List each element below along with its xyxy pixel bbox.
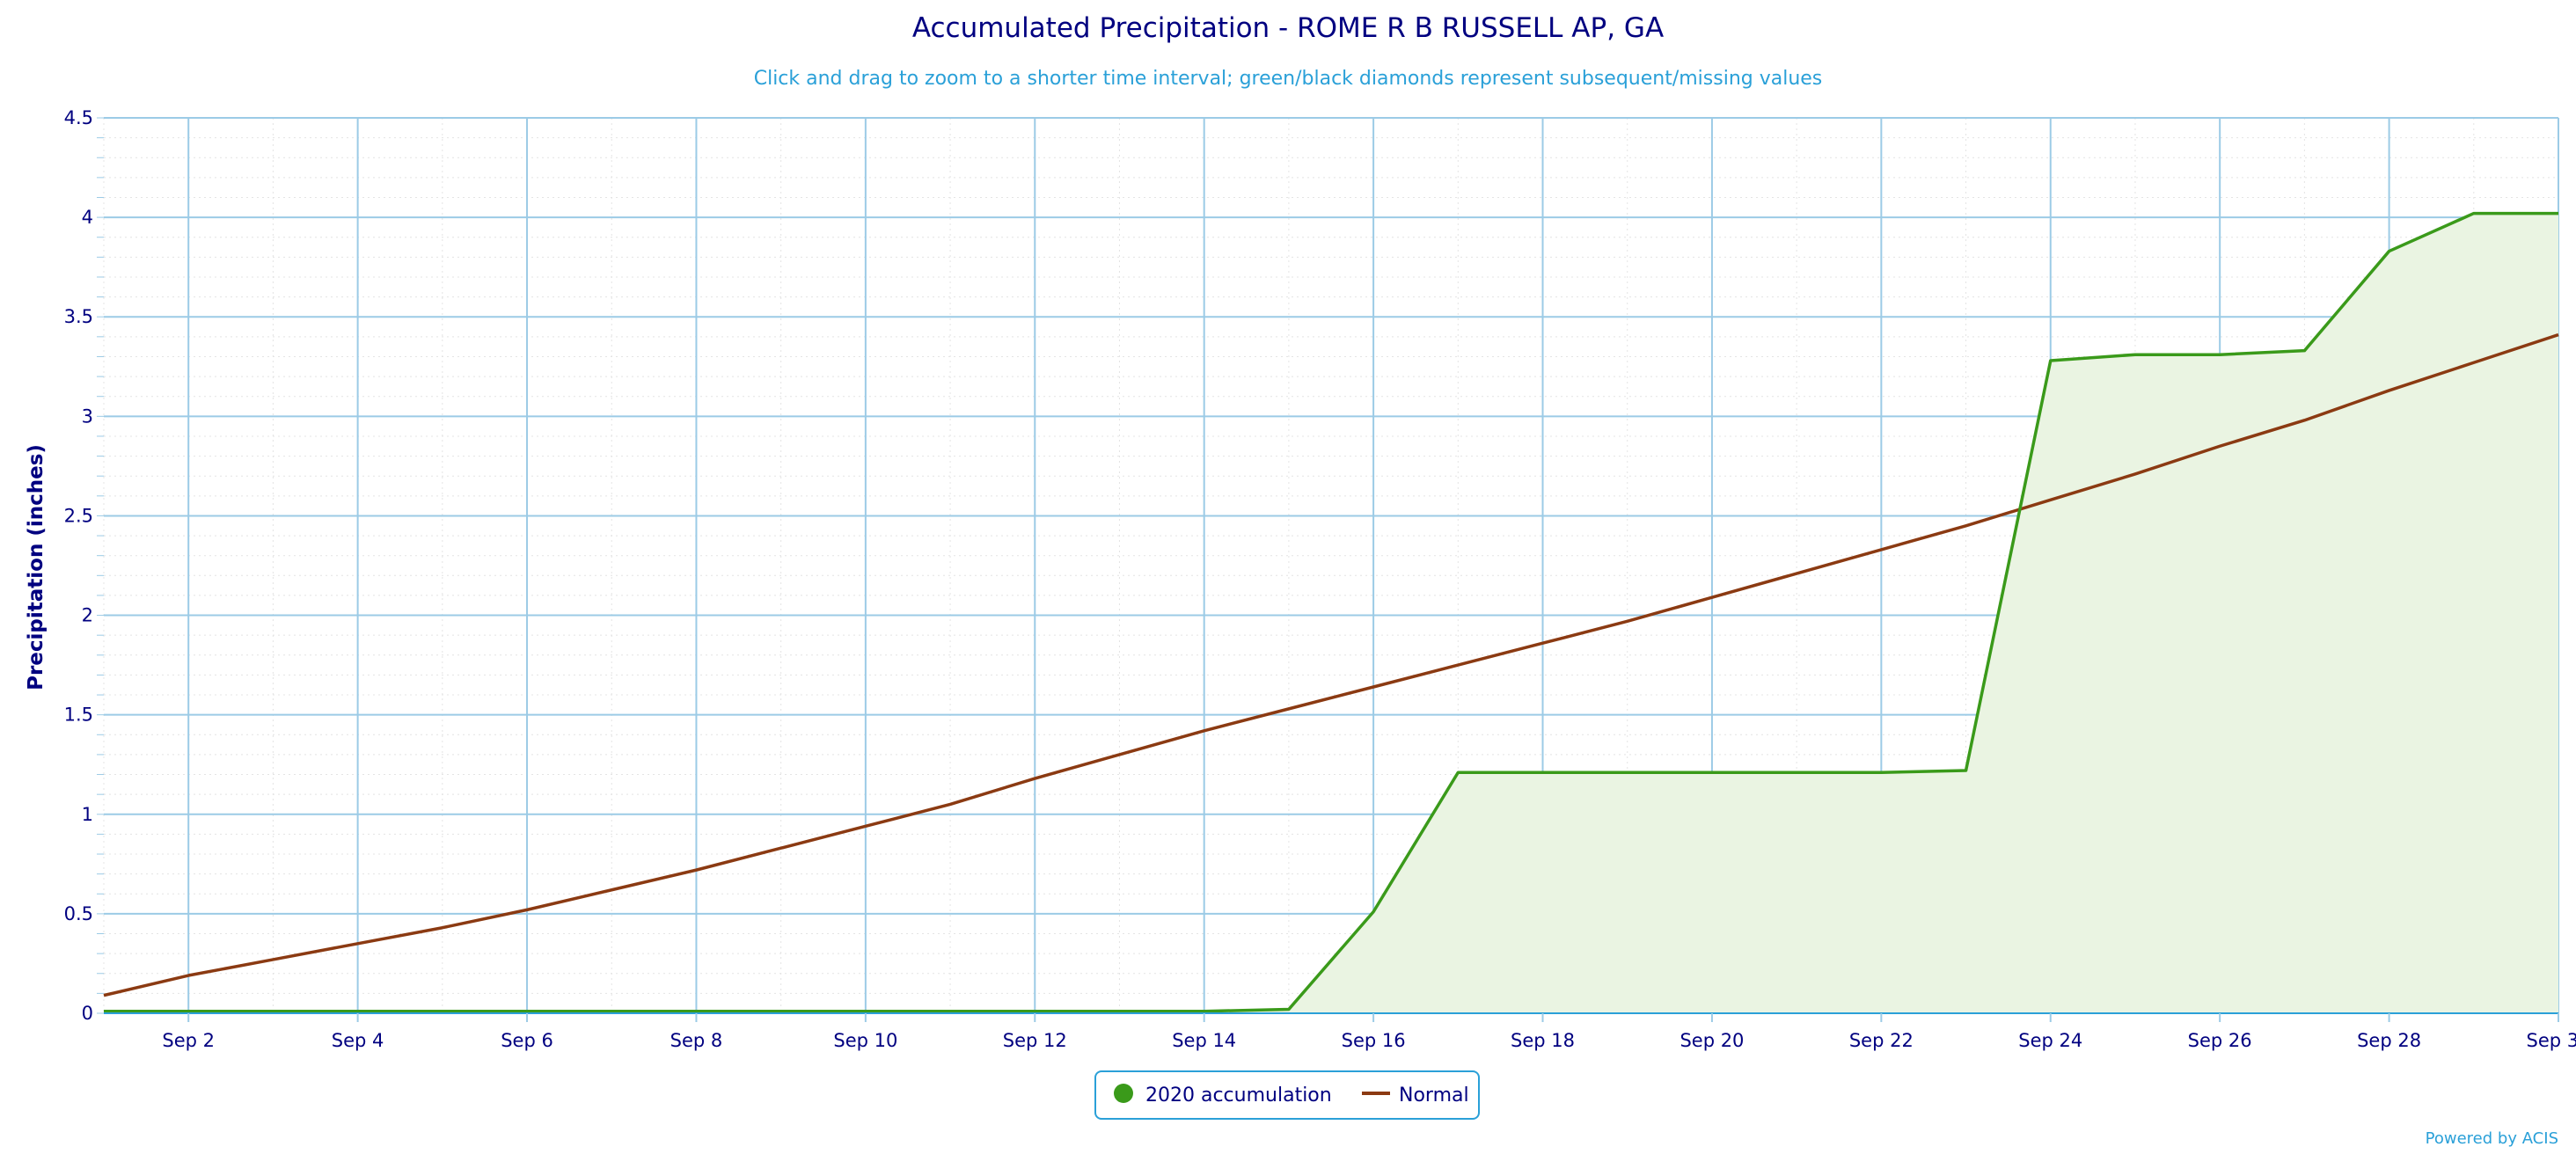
data-point-normal[interactable] <box>776 843 787 853</box>
data-point-normal[interactable] <box>2299 415 2309 426</box>
data-point-2020-accumulation[interactable] <box>776 1006 787 1017</box>
y-tick-label: 2.5 <box>64 505 93 526</box>
series-line-2020-accumulation[interactable] <box>104 211 2558 1013</box>
data-point-2020-accumulation[interactable] <box>1538 767 1548 778</box>
data-point-normal[interactable] <box>2214 441 2225 451</box>
data-point-2020-accumulation[interactable] <box>437 1006 448 1017</box>
data-point-normal[interactable] <box>522 904 532 915</box>
data-point-normal[interactable] <box>2469 357 2479 368</box>
chart-subtitle: Click and drag to zoom to a shorter time… <box>754 68 1823 90</box>
y-tick-label: 1 <box>82 804 93 825</box>
data-point-normal[interactable] <box>606 885 617 895</box>
legend-label-2020-accumulation: 2020 accumulation <box>1145 1085 1332 1107</box>
data-point-normal[interactable] <box>2045 494 2056 505</box>
data-point-2020-accumulation[interactable] <box>1368 907 1379 917</box>
data-point-normal[interactable] <box>1284 704 1294 714</box>
data-point-normal[interactable] <box>1961 521 1972 531</box>
y-tick-label: 4 <box>82 207 93 228</box>
data-point-normal[interactable] <box>267 954 278 965</box>
y-tick-label: 4.5 <box>64 107 93 128</box>
data-point-2020-accumulation[interactable] <box>2384 246 2395 257</box>
x-tick-label: Sep 14 <box>1172 1030 1236 1051</box>
data-point-2020-accumulation[interactable] <box>2469 208 2479 219</box>
data-point-normal[interactable] <box>691 865 701 875</box>
data-point-normal[interactable] <box>1538 638 1548 648</box>
data-point-2020-accumulation[interactable] <box>2553 208 2564 219</box>
data-point-normal[interactable] <box>2553 330 2564 340</box>
legend-marker-2020-accumulation <box>1114 1084 1133 1103</box>
y-axis-label: Precipitation (inches) <box>25 444 48 690</box>
legend-item-2020-accumulation[interactable]: 2020 accumulation <box>1114 1084 1332 1107</box>
legend[interactable]: 2020 accumulation Normal <box>1094 1070 1480 1120</box>
x-tick-label: Sep 28 <box>2357 1030 2421 1051</box>
credits-link[interactable]: Powered by ACIS <box>2426 1129 2558 1148</box>
x-tick-label: Sep 2 <box>162 1030 215 1051</box>
series-area-2020-accumulation <box>104 213 2558 1013</box>
data-point-normal[interactable] <box>1114 749 1124 760</box>
x-axis-ticks: Sep 2 Sep 4 Sep 6 Sep 8 Sep 10 Sep 12 Sep 14 Se… <box>162 1013 2576 1051</box>
x-tick-label: Sep 18 <box>1511 1030 1575 1051</box>
data-point-normal[interactable] <box>2130 469 2141 479</box>
x-tick-label: Sep 26 <box>2188 1030 2252 1051</box>
data-point-2020-accumulation[interactable] <box>2130 349 2141 360</box>
data-point-normal[interactable] <box>1791 568 1802 579</box>
data-point-normal[interactable] <box>1876 544 1886 555</box>
x-tick-label: Sep 22 <box>1849 1030 1914 1051</box>
x-tick-label: Sep 4 <box>332 1030 384 1051</box>
x-tick-label: Sep 30 <box>2527 1030 2576 1051</box>
series-line-normal[interactable] <box>103 332 2559 997</box>
y-tick-label: 3.5 <box>64 306 93 327</box>
x-tick-label: Sep 10 <box>833 1030 897 1051</box>
x-tick-label: Sep 8 <box>670 1030 723 1051</box>
y-tick-label: 0 <box>82 1003 93 1024</box>
data-point-normal[interactable] <box>1453 660 1463 670</box>
data-point-normal[interactable] <box>437 923 448 933</box>
data-point-normal[interactable] <box>2384 385 2395 396</box>
data-point-2020-accumulation[interactable] <box>267 1006 278 1017</box>
data-point-2020-accumulation[interactable] <box>2045 355 2056 366</box>
chart-title: Accumulated Precipitation - ROME R B RUS… <box>912 12 1664 44</box>
data-point-2020-accumulation[interactable] <box>1876 767 1886 778</box>
data-point-2020-accumulation[interactable] <box>1707 767 1717 778</box>
data-point-normal[interactable] <box>1029 773 1040 784</box>
data-point-2020-accumulation[interactable] <box>2214 349 2225 360</box>
data-point-2020-accumulation[interactable] <box>99 1006 109 1017</box>
data-point-2020-accumulation[interactable] <box>2299 346 2309 356</box>
data-point-2020-accumulation[interactable] <box>606 1006 617 1017</box>
data-point-2020-accumulation[interactable] <box>945 1006 955 1017</box>
minor-gridlines <box>103 117 2558 1014</box>
data-point-normal[interactable] <box>99 990 109 1001</box>
data-point-normal[interactable] <box>353 939 363 949</box>
data-point-normal[interactable] <box>945 799 955 809</box>
series-layer <box>99 208 2564 1017</box>
data-point-2020-accumulation[interactable] <box>1114 1006 1124 1017</box>
legend-box <box>1094 1070 1480 1120</box>
data-point-normal[interactable] <box>1199 726 1210 736</box>
data-point-normal[interactable] <box>860 821 871 831</box>
data-point-2020-accumulation[interactable] <box>1622 767 1633 778</box>
data-point-normal[interactable] <box>183 970 194 981</box>
x-tick-label: Sep 20 <box>1680 1030 1744 1051</box>
x-tick-label: Sep 6 <box>501 1030 553 1051</box>
y-tick-label: 3 <box>82 405 93 427</box>
y-tick-label: 2 <box>82 605 93 626</box>
x-tick-label: Sep 12 <box>1003 1030 1067 1051</box>
data-point-normal[interactable] <box>1707 592 1717 603</box>
y-tick-label: 1.5 <box>64 705 93 726</box>
data-point-2020-accumulation[interactable] <box>1791 767 1802 778</box>
data-point-normal[interactable] <box>1368 682 1379 692</box>
y-tick-label: 0.5 <box>64 903 93 924</box>
data-point-2020-accumulation[interactable] <box>1453 767 1463 778</box>
legend-label-normal: Normal <box>1399 1085 1469 1107</box>
data-point-2020-accumulation[interactable] <box>1961 765 1972 776</box>
data-point-normal[interactable] <box>1622 616 1633 626</box>
y-axis-ticks: 0 0.5 1 1.5 2 2.5 3 3.5 4 4.5 <box>64 107 104 1024</box>
x-tick-label: Sep 24 <box>2018 1030 2082 1051</box>
legend-item-normal[interactable]: Normal <box>1362 1085 1469 1107</box>
x-tick-label: Sep 16 <box>1342 1030 1406 1051</box>
